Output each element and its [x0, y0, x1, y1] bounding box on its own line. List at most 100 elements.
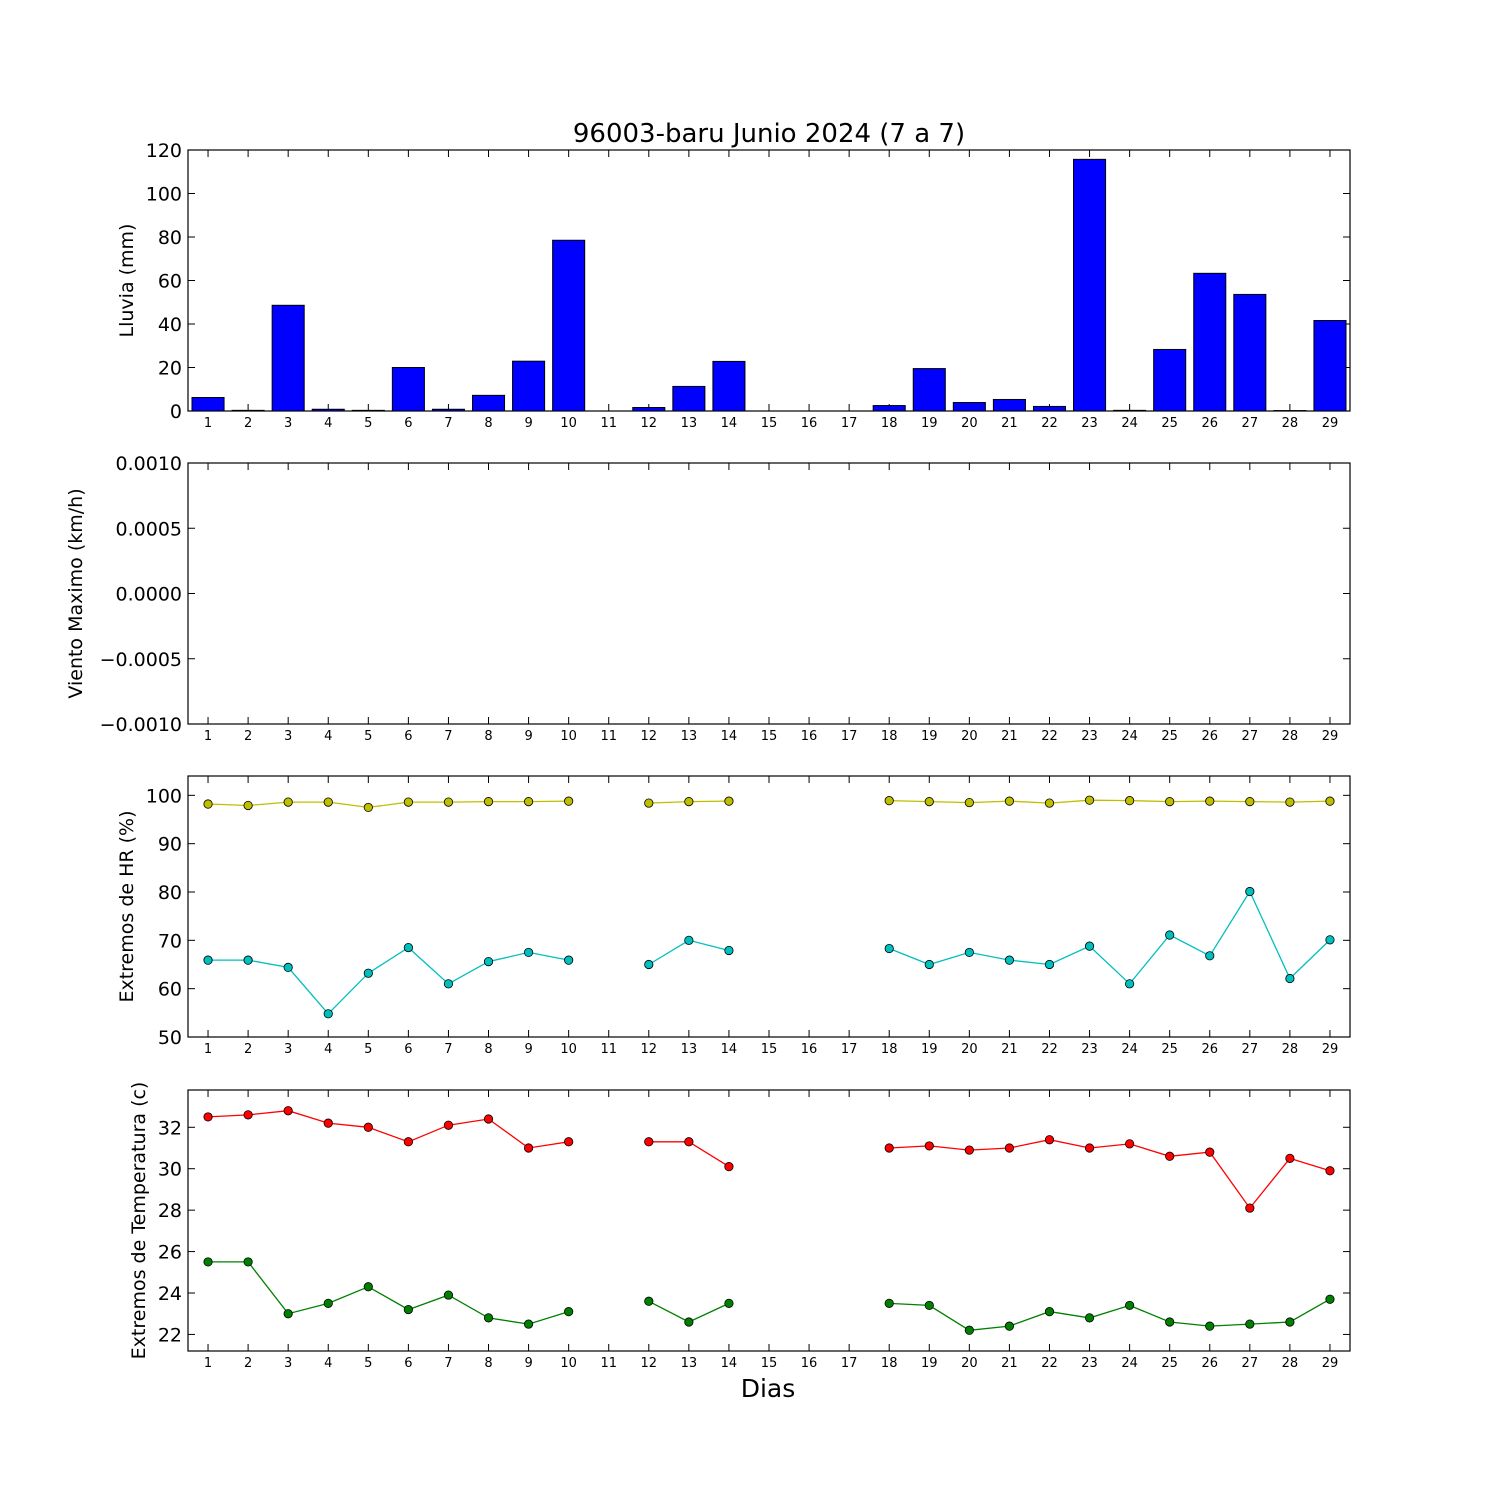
- x-tick-label: 16: [801, 729, 818, 744]
- data-point: [363, 968, 373, 978]
- y-tick-label: 0: [170, 401, 182, 423]
- x-tick-label: 16: [801, 1356, 818, 1371]
- x-tick-label: 26: [1201, 729, 1218, 744]
- data-point: [924, 1141, 934, 1151]
- x-tick-label: 25: [1161, 1356, 1178, 1371]
- data-point: [323, 1298, 333, 1308]
- x-tick-label: 25: [1161, 729, 1178, 744]
- x-tick-label: 13: [681, 1356, 698, 1371]
- series-line: [889, 1139, 1331, 1210]
- data-point: [684, 797, 694, 807]
- x-tick-label: 10: [560, 416, 577, 431]
- x-tick-label: 12: [641, 1356, 658, 1371]
- x-tick-label: 21: [1001, 1042, 1018, 1057]
- y-tick-label: 80: [158, 882, 182, 904]
- data-point: [1205, 1321, 1215, 1331]
- x-tick-label: 14: [721, 1042, 738, 1057]
- bar: [872, 405, 906, 412]
- x-tick-label: 28: [1282, 729, 1299, 744]
- x-tick-label: 12: [641, 1042, 658, 1057]
- x-tick-label: 24: [1121, 1042, 1138, 1057]
- x-tick-label: 21: [1001, 416, 1018, 431]
- x-tick-label: 15: [761, 1042, 778, 1057]
- bar: [191, 397, 225, 412]
- x-tick-label: 11: [600, 729, 617, 744]
- data-point: [283, 797, 293, 807]
- data-point: [443, 1290, 454, 1300]
- data-point: [964, 797, 974, 808]
- x-tick-label: 7: [444, 416, 452, 431]
- x-tick-label: 23: [1081, 416, 1098, 431]
- x-tick-label: 23: [1081, 1042, 1098, 1057]
- x-tick-label: 28: [1282, 416, 1299, 431]
- data-point: [1245, 1203, 1255, 1213]
- y-tick-label: 80: [158, 227, 182, 249]
- x-tick-label: 11: [600, 1042, 617, 1057]
- bar: [311, 408, 345, 412]
- x-tick-label: 22: [1041, 416, 1058, 431]
- y-tick-label: 100: [146, 785, 182, 807]
- x-tick-label: 7: [444, 1042, 452, 1057]
- data-point: [1125, 979, 1135, 989]
- x-tick-label: 29: [1322, 1356, 1339, 1371]
- x-tick-label: 20: [961, 416, 978, 431]
- x-tick-label: 3: [284, 416, 292, 431]
- y-tick-label: 0.0000: [116, 584, 182, 606]
- x-tick-label: 17: [841, 416, 858, 431]
- x-tick-label: 8: [484, 1356, 492, 1371]
- x-tick-label: 29: [1322, 1042, 1339, 1057]
- x-tick-label: 1: [204, 416, 212, 431]
- data-point: [323, 797, 333, 807]
- x-tick-label: 10: [560, 729, 577, 744]
- y-axis-label: Lluvia (mm): [116, 224, 138, 338]
- data-point: [483, 797, 494, 807]
- x-tick-label: 6: [404, 416, 412, 431]
- x-tick-label: 19: [921, 1042, 938, 1057]
- data-point: [243, 800, 253, 811]
- data-point: [1004, 1143, 1015, 1153]
- y-tick-label: 24: [158, 1283, 182, 1305]
- x-tick-label: 3: [284, 729, 292, 744]
- bar: [712, 360, 746, 412]
- x-tick-label: 1: [204, 1042, 212, 1057]
- data-point: [443, 1120, 454, 1130]
- x-tick-label: 2: [244, 1042, 252, 1057]
- y-tick-label: 50: [158, 1027, 182, 1049]
- x-tick-label: 13: [681, 729, 698, 744]
- data-point: [644, 798, 654, 808]
- data-point: [1165, 1151, 1175, 1161]
- data-point: [884, 796, 894, 806]
- bar: [431, 408, 465, 412]
- data-point: [363, 1122, 373, 1132]
- data-point: [1004, 1321, 1015, 1331]
- x-tick-label: 7: [444, 1356, 452, 1371]
- data-point: [1084, 1313, 1095, 1323]
- x-tick-label: 25: [1161, 416, 1178, 431]
- x-tick-label: 26: [1201, 416, 1218, 431]
- x-tick-label: 9: [524, 416, 532, 431]
- data-point: [1245, 886, 1255, 897]
- x-tick-label: 7: [444, 729, 452, 744]
- y-tick-label: 22: [158, 1324, 182, 1346]
- data-point: [283, 1309, 293, 1319]
- bar: [1153, 348, 1187, 412]
- data-point: [564, 1137, 574, 1147]
- data-point: [403, 942, 413, 953]
- y-axis-label: Extremos de Temperatura (c): [128, 1082, 150, 1360]
- x-tick-label: 4: [324, 1356, 332, 1371]
- bar: [552, 239, 586, 412]
- data-point: [203, 955, 213, 965]
- data-point: [1044, 798, 1055, 808]
- bar: [1073, 158, 1107, 412]
- x-tick-label: 23: [1081, 729, 1098, 744]
- data-point: [964, 947, 974, 958]
- y-tick-label: 20: [158, 358, 182, 380]
- x-tick-label: 27: [1242, 1042, 1259, 1057]
- x-tick-label: 20: [961, 1042, 978, 1057]
- x-tick-label: 24: [1121, 416, 1138, 431]
- data-point: [724, 1298, 734, 1308]
- bar: [231, 409, 265, 412]
- x-tick-label: 22: [1041, 1356, 1058, 1371]
